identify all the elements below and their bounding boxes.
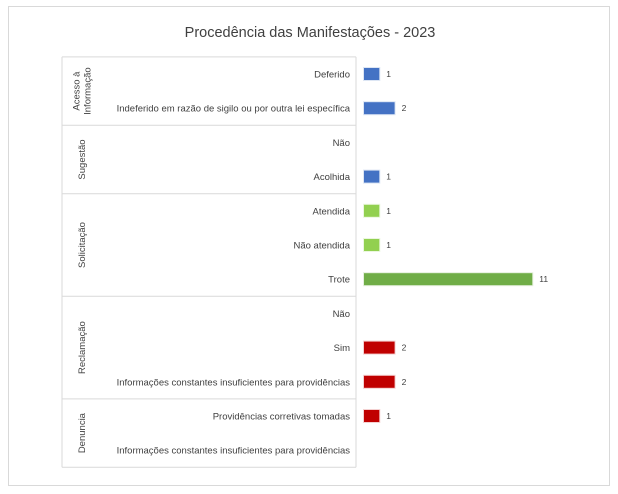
data-label: 2 xyxy=(402,343,407,353)
data-label: 1 xyxy=(386,240,391,250)
bar xyxy=(364,102,395,115)
group-label: Reclamação xyxy=(77,321,88,374)
bar xyxy=(364,239,380,251)
category-label: Não atendida xyxy=(293,241,350,252)
chart-plot: Deferido 1 Indeferido em razão de sigilo o… xyxy=(61,56,548,468)
data-label: 1 xyxy=(386,411,391,421)
data-label: 11 xyxy=(539,274,548,284)
group-label: Sugestão xyxy=(77,139,88,179)
bar xyxy=(364,341,395,354)
bar xyxy=(364,273,533,286)
category-label: Providências corretivas tomadas xyxy=(213,412,351,423)
category-label: Trote xyxy=(328,275,350,286)
category-label: Atendida xyxy=(312,206,350,217)
bar xyxy=(364,170,380,183)
category-label: Sim xyxy=(334,343,350,354)
group-label: Solicitação xyxy=(77,222,88,268)
chart-title: Procedência das Manifestações - 2023 xyxy=(184,25,436,41)
chart-frame: Procedência das Manifestações - 2023 Def… xyxy=(8,6,610,486)
category-label: Deferido xyxy=(314,70,350,81)
data-label: 1 xyxy=(386,69,391,79)
category-label: Acolhida xyxy=(314,172,351,183)
group-label: Denuncia xyxy=(77,412,88,453)
category-label: Não xyxy=(333,138,350,149)
group-label: Informação xyxy=(83,67,94,115)
bar xyxy=(364,204,380,217)
data-label: 1 xyxy=(386,206,391,216)
bar xyxy=(364,68,380,80)
data-label: 2 xyxy=(402,103,407,113)
category-label: Indeferido em razão de sigilo ou por out… xyxy=(117,104,351,115)
bar xyxy=(364,375,395,388)
category-label: Informações constantes insuficientes par… xyxy=(117,377,351,388)
data-label: 2 xyxy=(402,377,407,387)
bar xyxy=(364,410,380,422)
data-label: 1 xyxy=(386,172,391,182)
category-label: Informações constantes insuficientes par… xyxy=(117,446,351,457)
group-label: Acesso à xyxy=(72,71,83,111)
category-label: Não xyxy=(333,309,350,320)
